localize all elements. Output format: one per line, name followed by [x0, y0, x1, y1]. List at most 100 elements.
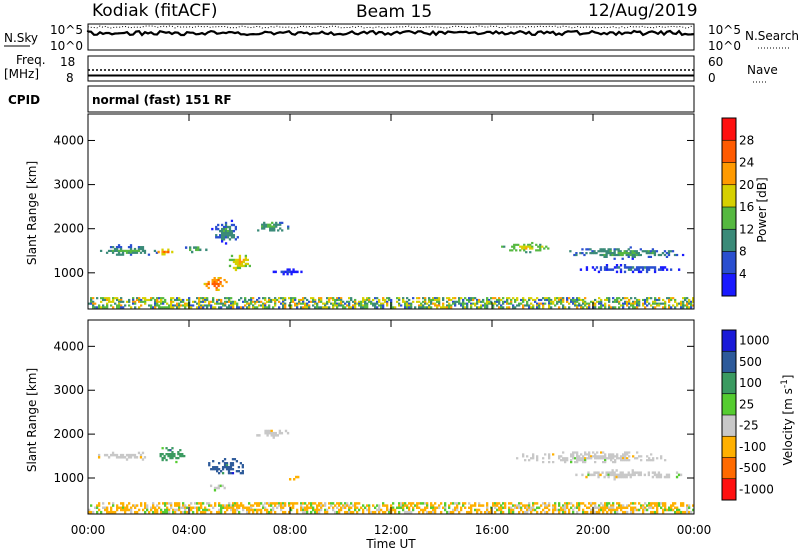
- power-echo-cell: [528, 298, 531, 302]
- power-echo-cell: [300, 270, 303, 274]
- velocity-echo-cell: [252, 508, 255, 512]
- power-echo-cell: [621, 253, 624, 257]
- power-echo-cell: [582, 302, 585, 305]
- velocity-echo-cell: [234, 502, 237, 505]
- velocity-echo-cell: [400, 506, 403, 510]
- velocity-echo-cell: [276, 434, 279, 437]
- power-echo-cell: [202, 306, 205, 309]
- velocity-echo-cell: [650, 502, 653, 505]
- power-echo-cell: [232, 302, 235, 305]
- power-echo-cell: [502, 306, 505, 309]
- power-echo-cell: [460, 304, 463, 307]
- power-echo-cell: [552, 300, 555, 303]
- velocity-echo-cell: [295, 475, 298, 479]
- power-echo-cell: [554, 304, 557, 307]
- velocity-echo-cell: [360, 506, 363, 510]
- velocity-echo-cell: [639, 473, 642, 477]
- power-echo-cell: [216, 298, 219, 302]
- velocity-echo-cell: [324, 508, 327, 512]
- power-echo-cell: [498, 297, 501, 300]
- power-echo-cell: [230, 223, 234, 227]
- power-echo-cell: [244, 298, 247, 302]
- velocity-echo-cell: [266, 434, 269, 437]
- velocity-echo-cell: [584, 453, 587, 456]
- power-echo-cell: [535, 249, 538, 252]
- velocity-echo-cell: [496, 508, 499, 512]
- power-echo-cell: [615, 266, 619, 269]
- velocity-echo-cell: [304, 510, 307, 514]
- velocity-echo-cell: [167, 449, 170, 452]
- power-echo-cell: [156, 302, 159, 305]
- power-echo-cell: [112, 300, 115, 303]
- velocity-echo-cell: [159, 452, 162, 456]
- velocity-echo-cell: [600, 508, 603, 512]
- power-echo-cell: [200, 304, 203, 307]
- power-echo-cell: [634, 302, 637, 305]
- velocity-echo-cell: [656, 504, 659, 507]
- velocity-echo-cell: [588, 455, 591, 458]
- power-echo-cell: [198, 300, 201, 303]
- power-echo-cell: [202, 298, 205, 302]
- power-echo-cell: [539, 245, 542, 248]
- power-echo-cell: [484, 304, 487, 307]
- power-echo-cell: [635, 253, 638, 257]
- power-echo-cell: [450, 306, 453, 309]
- power-echo-cell: [296, 270, 299, 274]
- velocity-echo-cell: [574, 457, 577, 460]
- velocity-echo-cell: [544, 506, 547, 510]
- velocity-echo-cell: [202, 510, 205, 514]
- power-echo-cell: [470, 297, 473, 300]
- power-echo-cell: [322, 306, 325, 309]
- power-echo-cell: [230, 219, 234, 223]
- power-echo-cell: [599, 253, 602, 257]
- velocity-echo-cell: [235, 470, 239, 473]
- power-echo-cell: [156, 300, 159, 303]
- velocity-echo-cell: [152, 504, 155, 507]
- velocity-echo-cell: [486, 502, 489, 505]
- velocity-echo-cell: [606, 506, 609, 510]
- velocity-echo-cell: [456, 504, 459, 507]
- velocity-echo-cell: [636, 457, 639, 460]
- power-echo-cell: [165, 250, 168, 254]
- velocity-echo-cell: [516, 457, 519, 460]
- power-echo-cell: [203, 282, 206, 286]
- velocity-echo-cell: [160, 510, 163, 514]
- power-echo-cell: [139, 246, 143, 249]
- power-colorbar-label-3: 16: [739, 200, 754, 214]
- velocity-echo-cell: [210, 468, 213, 471]
- power-echo-cell: [92, 304, 95, 307]
- power-echo-cell: [146, 298, 149, 302]
- velocity-echo-cell: [570, 459, 573, 462]
- velocity-echo-cell: [594, 502, 597, 505]
- power-echo-cell: [244, 304, 247, 307]
- velocity-echo-cell: [602, 451, 605, 454]
- velocity-echo-cell: [578, 506, 581, 510]
- velocity-echo-cell: [502, 506, 505, 510]
- power-echo-cell: [117, 246, 121, 249]
- power-echo-cell: [466, 306, 469, 309]
- velocity-echo-cell: [633, 471, 636, 474]
- power-echo-cell: [232, 223, 236, 227]
- power-echo-cell: [579, 252, 582, 255]
- velocity-echo-cell: [306, 510, 309, 514]
- power-echo-cell: [690, 300, 693, 303]
- velocity-echo-cell: [638, 502, 641, 505]
- power-echo-cell: [220, 236, 224, 239]
- velocity-echo-cell: [686, 504, 689, 507]
- velocity-echo-cell: [526, 510, 529, 514]
- power-echo-cell: [631, 255, 634, 258]
- velocity-echo-cell: [225, 468, 229, 471]
- power-echo-cell: [542, 297, 545, 300]
- velocity-echo-cell: [460, 508, 463, 512]
- power-echo-cell: [258, 304, 261, 307]
- velocity-echo-cell: [96, 510, 99, 514]
- velocity-echo-cell: [126, 504, 129, 507]
- power-echo-cell: [598, 297, 601, 300]
- velocity-echo-cell: [214, 466, 217, 469]
- velocity-echo-cell: [522, 455, 525, 458]
- velocity-echo-cell: [246, 510, 249, 514]
- power-echo-cell: [662, 306, 665, 309]
- power-echo-cell: [119, 246, 123, 249]
- power-echo-cell: [217, 284, 220, 288]
- power-echo-cell: [261, 225, 264, 228]
